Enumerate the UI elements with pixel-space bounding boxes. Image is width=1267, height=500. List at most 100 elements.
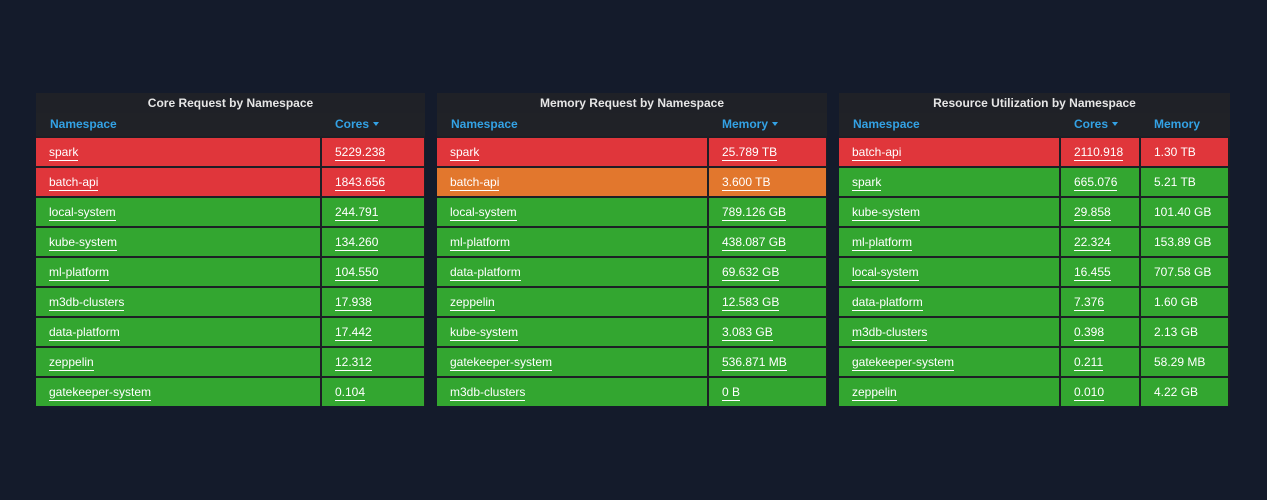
memory-value: 1.30 TB xyxy=(1154,145,1196,159)
namespace-link[interactable]: ml-platform xyxy=(852,235,913,251)
namespace-link[interactable]: ml-platform xyxy=(49,265,110,281)
namespace-link[interactable]: batch-api xyxy=(450,175,500,191)
value-link[interactable]: 12.583 GB xyxy=(722,295,780,311)
value-cell: 69.632 GB xyxy=(709,258,826,286)
table-row: zeppelin 12.583 GB xyxy=(437,288,827,316)
namespace-link[interactable]: zeppelin xyxy=(450,295,495,311)
value-link[interactable]: 789.126 GB xyxy=(722,205,787,221)
value-link[interactable]: 17.442 xyxy=(335,325,372,341)
panel-title[interactable]: Resource Utilization by Namespace xyxy=(839,93,1230,113)
value-cell: 3.083 GB xyxy=(709,318,826,346)
namespace-link[interactable]: data-platform xyxy=(49,325,120,341)
value-link[interactable]: 536.871 MB xyxy=(722,355,787,371)
namespace-cell: gatekeeper-system xyxy=(839,348,1059,376)
namespace-cell: kube-system xyxy=(36,228,320,256)
cores-column-header[interactable]: Cores xyxy=(1060,113,1140,136)
resource-utilization-panel: Resource Utilization by Namespace Namesp… xyxy=(839,93,1230,406)
value-link[interactable]: 2110.918 xyxy=(1074,145,1124,161)
value-link[interactable]: 665.076 xyxy=(1074,175,1118,191)
panel-title[interactable]: Core Request by Namespace xyxy=(36,93,425,113)
namespace-link[interactable]: spark xyxy=(49,145,79,161)
namespace-link[interactable]: local-system xyxy=(852,265,919,281)
value-link[interactable]: 0.104 xyxy=(335,385,366,401)
memory-cell: 58.29 MB xyxy=(1141,348,1228,376)
value-link[interactable]: 0.211 xyxy=(1074,355,1104,371)
cores-column-header[interactable]: Cores xyxy=(321,113,425,136)
table-body: spark 5229.238 batch-api 1843.656 local-syst… xyxy=(36,138,425,406)
namespace-link[interactable]: gatekeeper-system xyxy=(49,385,152,401)
value-link[interactable]: 134.260 xyxy=(335,235,379,251)
value-link[interactable]: 25.789 TB xyxy=(722,145,778,161)
value-link[interactable]: 0.398 xyxy=(1074,325,1105,341)
value-link[interactable]: 438.087 GB xyxy=(722,235,787,251)
value-link[interactable]: 69.632 GB xyxy=(722,265,780,281)
value-cell: 29.858 xyxy=(1061,198,1139,226)
namespace-link[interactable]: local-system xyxy=(450,205,517,221)
panel-title[interactable]: Memory Request by Namespace xyxy=(437,93,827,113)
namespace-link[interactable]: batch-api xyxy=(852,145,902,161)
namespace-cell: zeppelin xyxy=(437,288,707,316)
namespace-column-header[interactable]: Namespace xyxy=(839,113,1060,136)
namespace-link[interactable]: kube-system xyxy=(852,205,921,221)
namespace-link[interactable]: zeppelin xyxy=(49,355,94,371)
namespace-header-label: Namespace xyxy=(853,117,920,131)
table-row: ml-platform 22.324 153.89 GB xyxy=(839,228,1230,256)
namespace-link[interactable]: m3db-clusters xyxy=(450,385,526,401)
namespace-link[interactable]: zeppelin xyxy=(852,385,897,401)
namespace-link[interactable]: batch-api xyxy=(49,175,99,191)
value-link[interactable]: 29.858 xyxy=(1074,205,1111,221)
table-row: spark 5229.238 xyxy=(36,138,425,166)
value-cell: 244.791 xyxy=(322,198,424,226)
table-body: batch-api 2110.918 1.30 TB spark 665.076 5.21… xyxy=(839,138,1230,406)
value-link[interactable]: 5229.238 xyxy=(335,145,386,161)
memory-cell: 2.13 GB xyxy=(1141,318,1228,346)
namespace-link[interactable]: ml-platform xyxy=(450,235,511,251)
namespace-link[interactable]: gatekeeper-system xyxy=(450,355,553,371)
value-cell: 12.312 xyxy=(322,348,424,376)
namespace-link[interactable]: data-platform xyxy=(852,295,923,311)
namespace-column-header[interactable]: Namespace xyxy=(437,113,708,136)
memory-column-header[interactable]: Memory xyxy=(708,113,827,136)
value-link[interactable]: 0.010 xyxy=(1074,385,1105,401)
namespace-link[interactable]: m3db-clusters xyxy=(852,325,928,341)
value-link[interactable]: 17.938 xyxy=(335,295,372,311)
namespace-cell: kube-system xyxy=(839,198,1059,226)
table-row: local-system 244.791 xyxy=(36,198,425,226)
namespace-cell: spark xyxy=(839,168,1059,196)
value-link[interactable]: 104.550 xyxy=(335,265,379,281)
namespace-link[interactable]: kube-system xyxy=(49,235,118,251)
value-cell: 536.871 MB xyxy=(709,348,826,376)
namespace-column-header[interactable]: Namespace xyxy=(36,113,321,136)
value-link[interactable]: 3.600 TB xyxy=(722,175,771,191)
value-cell: 7.376 xyxy=(1061,288,1139,316)
namespace-link[interactable]: spark xyxy=(450,145,480,161)
memory-value: 1.60 GB xyxy=(1154,295,1199,309)
memory-request-panel: Memory Request by Namespace Namespace Me… xyxy=(437,93,827,406)
value-link[interactable]: 0 B xyxy=(722,385,741,401)
memory-cell: 153.89 GB xyxy=(1141,228,1228,256)
value-link[interactable]: 1843.656 xyxy=(335,175,386,191)
namespace-link[interactable]: gatekeeper-system xyxy=(852,355,955,371)
namespace-link[interactable]: kube-system xyxy=(450,325,519,341)
value-cell: 0.211 xyxy=(1061,348,1139,376)
table-row: zeppelin 0.010 4.22 GB xyxy=(839,378,1230,406)
value-link[interactable]: 3.083 GB xyxy=(722,325,773,341)
table-row: zeppelin 12.312 xyxy=(36,348,425,376)
value-link[interactable]: 244.791 xyxy=(335,205,379,221)
namespace-link[interactable]: spark xyxy=(852,175,882,191)
value-link[interactable]: 16.455 xyxy=(1074,265,1111,281)
namespace-link[interactable]: local-system xyxy=(49,205,116,221)
value-link[interactable]: 12.312 xyxy=(335,355,372,371)
value-link[interactable]: 7.376 xyxy=(1074,295,1105,311)
namespace-cell: spark xyxy=(437,138,707,166)
value-cell: 0.010 xyxy=(1061,378,1139,406)
sort-desc-icon xyxy=(373,121,380,126)
namespace-cell: m3db-clusters xyxy=(839,318,1059,346)
value-cell: 104.550 xyxy=(322,258,424,286)
value-link[interactable]: 22.324 xyxy=(1074,235,1111,251)
namespace-cell: zeppelin xyxy=(36,348,320,376)
namespace-link[interactable]: m3db-clusters xyxy=(49,295,125,311)
table-row: batch-api 3.600 TB xyxy=(437,168,827,196)
memory-column-header[interactable]: Memory xyxy=(1140,113,1230,136)
namespace-link[interactable]: data-platform xyxy=(450,265,521,281)
